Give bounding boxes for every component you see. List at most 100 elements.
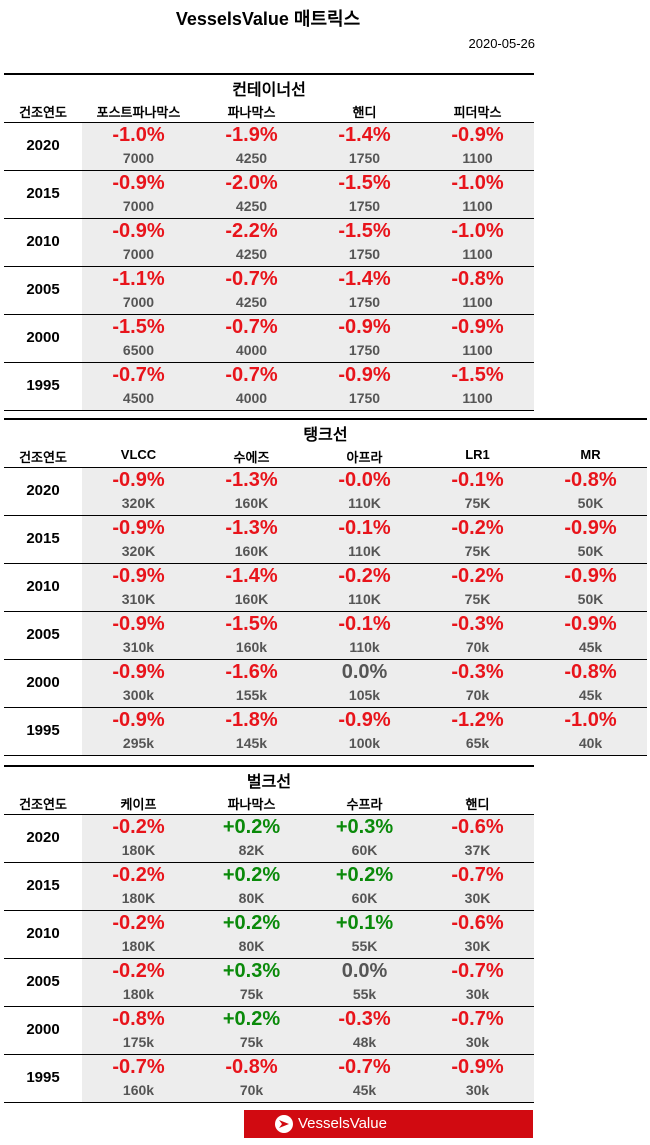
year-label: 2005 [26, 626, 60, 643]
row-shade [82, 315, 534, 362]
year-label: 2015 [26, 877, 60, 894]
vessel-value: 4500 [122, 390, 155, 406]
change-value: -1.5% [338, 172, 391, 194]
change-value: -0.1% [338, 613, 391, 635]
change-value: -1.5% [451, 364, 504, 386]
change-value: -1.5% [112, 316, 165, 338]
section-title: 벌크선 [246, 774, 292, 791]
column-header: VLCC [120, 447, 157, 462]
change-value: -0.7% [225, 364, 278, 386]
vessel-value: 180K [121, 890, 156, 906]
vessel-value: 1100 [462, 342, 493, 358]
vessel-value: 60K [351, 842, 378, 858]
row-rule [4, 170, 534, 171]
column-header: MR [580, 447, 601, 462]
change-value: +0.1% [335, 912, 394, 934]
change-value: -0.3% [338, 1008, 391, 1030]
section-title: 탱크선 [303, 427, 348, 444]
year-label: 2005 [26, 281, 60, 298]
column-header: 건조연도 [19, 797, 67, 812]
section-title: 컨테이너선 [232, 82, 306, 99]
vessel-value: 160K [234, 543, 269, 559]
row-rule [4, 515, 647, 516]
section-rule [4, 73, 534, 75]
vessel-value: 75K [464, 591, 491, 607]
change-value: -0.2% [112, 864, 165, 886]
row-shade [82, 1007, 534, 1054]
change-value: -0.9% [338, 316, 391, 338]
change-value: -1.4% [338, 268, 391, 290]
vessel-value: 1750 [348, 294, 381, 310]
vessel-value: 50K [577, 543, 604, 559]
vessel-value: 310K [121, 591, 156, 607]
change-value: -0.8% [112, 1008, 165, 1030]
vessel-value: 300k [122, 687, 155, 703]
change-value: -0.1% [338, 517, 391, 539]
row-rule [4, 910, 534, 911]
row-rule [4, 1054, 534, 1055]
vessel-value: 80K [238, 938, 265, 954]
row-shade [82, 815, 534, 862]
change-value: -0.9% [451, 124, 504, 146]
vessel-value: 1100 [462, 390, 493, 406]
header-rule [4, 122, 534, 123]
vessel-value: 70k [465, 639, 490, 655]
row-shade [82, 516, 647, 563]
change-value: +0.3% [222, 960, 281, 982]
vessel-value: 6500 [122, 342, 155, 358]
change-value: -1.4% [338, 124, 391, 146]
vessel-value: 110K [348, 543, 381, 559]
change-value: -0.7% [112, 1056, 165, 1078]
column-header: 아프라 [346, 450, 383, 465]
logo-icon [275, 1115, 293, 1133]
header-rule [4, 814, 534, 815]
column-header: 포스트파나막스 [96, 105, 181, 120]
year-label: 1995 [26, 722, 60, 739]
vessel-value: 1100 [462, 246, 493, 262]
vessel-value: 60K [351, 890, 378, 906]
vessel-value: 4000 [235, 390, 268, 406]
vessel-value: 82K [238, 842, 265, 858]
vessel-value: 48k [352, 1034, 377, 1050]
year-label: 1995 [26, 377, 60, 394]
change-value: +0.2% [222, 816, 281, 838]
change-value: -0.7% [451, 1008, 504, 1030]
row-rule [4, 755, 647, 756]
column-header: LR1 [465, 447, 490, 462]
change-value: -0.3% [451, 613, 504, 635]
change-value: +0.3% [335, 816, 394, 838]
change-value: -0.9% [112, 220, 165, 242]
change-value: -1.8% [225, 709, 278, 731]
vessel-value: 145k [235, 735, 268, 751]
vessel-value: 7000 [122, 198, 155, 214]
vessel-value: 45k [578, 687, 603, 703]
row-rule [4, 1102, 534, 1103]
vessel-value: 100k [348, 735, 381, 751]
vessel-value: 50K [577, 591, 604, 607]
column-header: 건조연도 [19, 450, 67, 465]
change-value: -0.9% [338, 364, 391, 386]
row-rule [4, 410, 534, 411]
row-shade [82, 267, 534, 314]
vessel-value: 75k [239, 986, 264, 1002]
change-value: -0.9% [112, 661, 165, 683]
year-label: 2010 [26, 578, 60, 595]
vessel-value: 160k [235, 639, 268, 655]
vessel-value: 4250 [235, 150, 268, 166]
vessel-value: 1750 [348, 390, 381, 406]
change-value: -0.2% [112, 960, 165, 982]
vessel-value: 1750 [348, 198, 381, 214]
change-value: -0.6% [451, 816, 504, 838]
change-value: -0.6% [451, 912, 504, 934]
column-header: 핸디 [465, 797, 490, 812]
vessel-value: 1100 [462, 294, 493, 310]
change-value: -1.1% [112, 268, 165, 290]
vessel-value: 1750 [348, 342, 381, 358]
change-value: -1.5% [338, 220, 391, 242]
year-label: 2020 [26, 829, 60, 846]
change-value: -2.0% [225, 172, 278, 194]
change-value: -0.8% [225, 1056, 278, 1078]
year-label: 2020 [26, 137, 60, 154]
row-shade [82, 660, 647, 707]
change-value: -1.9% [225, 124, 278, 146]
